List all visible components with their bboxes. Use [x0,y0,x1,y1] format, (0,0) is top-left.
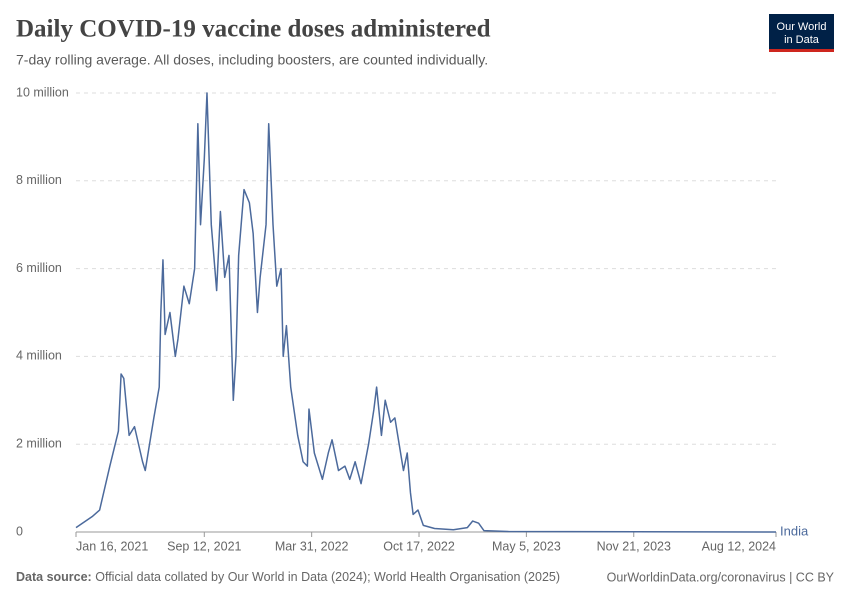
y-tick-label: 4 million [16,349,62,363]
y-tick-label: 0 [16,524,23,538]
series-label: India [780,523,809,538]
source-label: Data source: [16,570,92,584]
source-text: Official data collated by Our World in D… [95,570,560,584]
source: Data source: Official data collated by O… [16,570,560,584]
logo-text: Our World [777,21,827,33]
url: OurWorldinData.org/coronavirus | CC BY [607,570,835,584]
logo-text: in Data [784,34,820,46]
y-tick-label: 2 million [16,436,62,450]
y-tick-label: 8 million [16,173,62,187]
x-tick-label: Jan 16, 2021 [76,539,148,553]
x-tick-label: Aug 12, 2024 [702,539,776,553]
y-tick-label: 6 million [16,261,62,275]
x-tick-label: Oct 17, 2022 [383,539,455,553]
y-tick-label: 10 million [16,85,69,99]
logo-box [769,14,834,52]
x-tick-label: Sep 12, 2021 [167,539,241,553]
chart-subtitle: 7-day rolling average. All doses, includ… [16,52,488,68]
x-tick-label: Mar 31, 2022 [275,539,349,553]
chart-title: Daily COVID-19 vaccine doses administere… [16,16,491,43]
x-tick-label: May 5, 2023 [492,539,561,553]
line [75,92,777,533]
logo-stripe [769,49,834,52]
x-tick-label: Nov 21, 2023 [597,539,671,553]
